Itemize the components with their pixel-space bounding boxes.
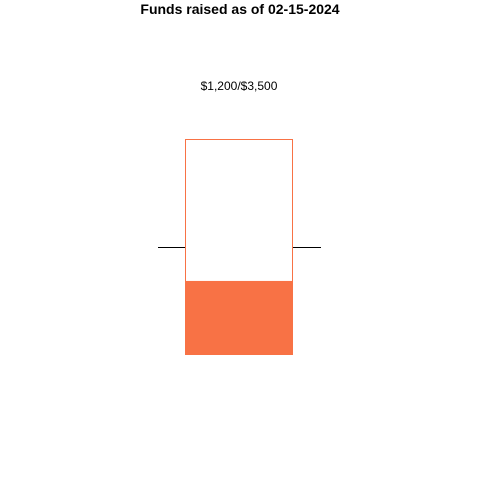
raised-bar bbox=[185, 281, 293, 355]
value-label: $1,200/$3,500 bbox=[201, 79, 278, 93]
